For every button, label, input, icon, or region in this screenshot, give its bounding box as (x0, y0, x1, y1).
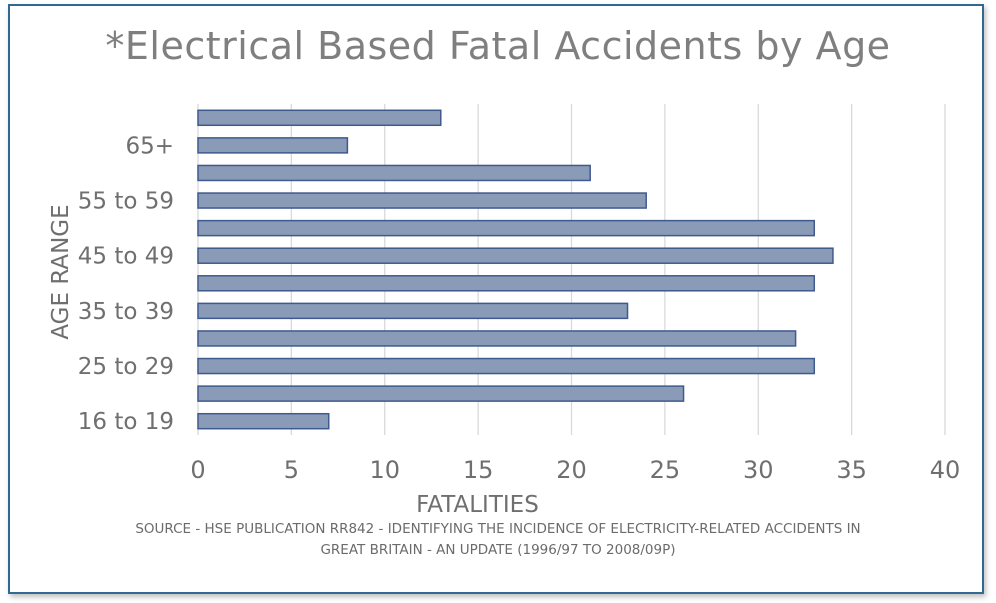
bar (197, 357, 816, 375)
x-tick-label: 30 (743, 456, 774, 484)
chart-title: *Electrical Based Fatal Accidents by Age (105, 24, 891, 68)
x-tick-label: 25 (650, 456, 681, 484)
x-tick-label: 5 (284, 456, 299, 484)
bar (197, 247, 834, 264)
y-tick-label: 35 to 39 (78, 299, 174, 325)
y-tick-label: 55 to 59 (78, 189, 174, 215)
x-tick-label: 35 (836, 456, 867, 484)
bar (197, 330, 797, 347)
x-tick-label: 15 (463, 456, 494, 484)
y-axis-title: AGE RANGE (48, 204, 74, 339)
bar (197, 164, 591, 182)
bar (197, 137, 349, 154)
bar (197, 109, 442, 127)
y-tick-label: 65+ (125, 133, 174, 159)
bar (197, 275, 816, 292)
y-tick-label: 45 to 49 (78, 244, 174, 270)
x-tick-label: 20 (556, 456, 587, 484)
y-tick-label: 25 to 29 (78, 354, 174, 380)
bar (197, 219, 816, 237)
source-line-1: SOURCE - HSE PUBLICATION RR842 - IDENTIF… (135, 521, 861, 537)
bar (197, 302, 629, 320)
bar (197, 385, 685, 402)
chart-frame (8, 4, 984, 594)
bar (197, 192, 647, 209)
y-tick-label: 16 to 19 (78, 409, 174, 435)
x-tick-label: 10 (369, 456, 400, 484)
x-tick-label: 40 (930, 456, 961, 484)
x-axis-title: FATALITIES (416, 492, 539, 518)
source-line-2: GREAT BRITAIN - AN UPDATE (1996/97 TO 20… (320, 542, 676, 558)
bar (197, 412, 330, 430)
x-tick-label: 0 (190, 456, 205, 484)
